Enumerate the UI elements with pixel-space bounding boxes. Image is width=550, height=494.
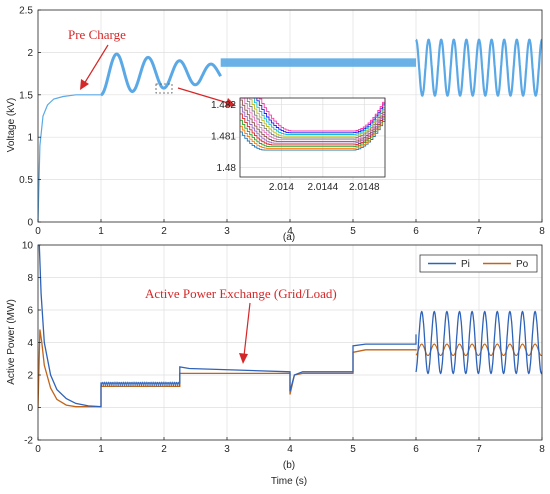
pre-charge-annotation: Pre Charge bbox=[68, 27, 126, 42]
zoom-region-marker bbox=[155, 83, 173, 94]
po-oscillation bbox=[415, 343, 542, 357]
inset-y-tick-label: 1.482 bbox=[211, 100, 236, 111]
voltage-y-tick-label: 1.5 bbox=[19, 90, 33, 101]
pi-line bbox=[38, 245, 417, 408]
legend: Pi Po bbox=[419, 254, 538, 273]
power-x-tick-label: 1 bbox=[98, 444, 104, 455]
time-axis-label: Time (s) bbox=[271, 476, 307, 487]
power-exchange-arrowhead bbox=[239, 353, 248, 364]
voltage-x-tick-label: 3 bbox=[224, 226, 230, 237]
inset-curve bbox=[240, 97, 386, 135]
power-y-tick-label: 0 bbox=[27, 403, 33, 414]
legend-box bbox=[419, 254, 538, 273]
voltage-y-tick-label: 2.5 bbox=[19, 6, 33, 17]
voltage-y-tick-label: 0 bbox=[27, 218, 33, 229]
voltage-ripple-band bbox=[220, 58, 416, 67]
legend-po-label: Po bbox=[516, 259, 529, 270]
power-exchange-arrow bbox=[243, 302, 251, 357]
inset-x-tick-label: 2.0144 bbox=[308, 182, 339, 193]
power-y-axis-label: Active Power (MW) bbox=[6, 299, 17, 385]
voltage-x-tick-label: 1 bbox=[98, 226, 104, 237]
inset-x-tick-label: 2.0148 bbox=[349, 182, 380, 193]
inset-curve bbox=[240, 106, 386, 144]
inset-curve bbox=[240, 97, 386, 141]
inset-curve bbox=[240, 97, 386, 132]
power-plot-area bbox=[38, 245, 542, 408]
power-x-tick-label: 6 bbox=[413, 444, 419, 455]
panel-a-label: (a) bbox=[283, 232, 295, 243]
voltage-x-tick-label: 7 bbox=[476, 226, 482, 237]
power-y-tick-label: 10 bbox=[22, 241, 34, 252]
inset-curve bbox=[240, 97, 386, 137]
power-x-ticks: 0 1 2 3 4 5 6 7 8 bbox=[35, 437, 545, 455]
inset-curve bbox=[240, 111, 386, 146]
panel-b-label: (b) bbox=[283, 460, 295, 471]
voltage-x-tick-label: 0 bbox=[35, 226, 41, 237]
voltage-x-tick-label: 5 bbox=[350, 226, 356, 237]
power-x-tick-label: 5 bbox=[350, 444, 356, 455]
voltage-x-tick-label: 2 bbox=[161, 226, 167, 237]
voltage-y-tick-label: 2 bbox=[27, 48, 33, 59]
power-x-tick-label: 4 bbox=[287, 444, 293, 455]
power-x-tick-label: 3 bbox=[224, 444, 230, 455]
pre-charge-arrow bbox=[83, 44, 109, 85]
inset-x-tick-label: 2.014 bbox=[269, 182, 294, 193]
pi-ripple bbox=[100, 381, 181, 387]
voltage-x-tick-label: 6 bbox=[413, 226, 419, 237]
inset-curve bbox=[240, 97, 386, 139]
zoom-arrowhead bbox=[225, 98, 236, 107]
inset-frame bbox=[239, 97, 386, 178]
inset-y-ticks: 1.48 1.481 1.482 bbox=[211, 100, 236, 174]
voltage-line bbox=[38, 94, 101, 222]
voltage-oscillation-late bbox=[415, 38, 542, 97]
zoom-inset: 2.014 2.0144 2.0148 1.48 1.481 1.482 bbox=[211, 97, 386, 193]
voltage-y-ticks: 0 0.5 1 1.5 2 2.5 bbox=[19, 6, 41, 229]
power-x-tick-label: 7 bbox=[476, 444, 482, 455]
power-y-tick-label: 6 bbox=[27, 306, 33, 317]
pre-charge-arrowhead bbox=[80, 79, 89, 90]
power-y-tick-label: 4 bbox=[27, 338, 33, 349]
voltage-x-ticks: 0 1 2 3 4 5 6 7 8 bbox=[35, 219, 545, 237]
power-y-ticks: -2 0 2 4 6 8 10 bbox=[22, 241, 41, 447]
inset-y-tick-label: 1.48 bbox=[217, 163, 237, 174]
power-y-tick-label: 8 bbox=[27, 273, 33, 284]
power-y-tick-label: 2 bbox=[27, 371, 33, 382]
power-y-tick-label: -2 bbox=[24, 436, 33, 447]
voltage-y-axis-label: Voltage (kV) bbox=[6, 98, 17, 152]
voltage-y-tick-label: 0.5 bbox=[19, 175, 33, 186]
legend-pi-label: Pi bbox=[461, 259, 470, 270]
power-x-tick-label: 0 bbox=[35, 444, 41, 455]
voltage-x-tick-label: 4 bbox=[287, 226, 293, 237]
inset-x-ticks: 2.014 2.0144 2.0148 bbox=[269, 182, 380, 193]
inset-curve bbox=[240, 99, 386, 142]
voltage-plot-area bbox=[38, 38, 542, 222]
inset-curves bbox=[240, 97, 386, 151]
power-exchange-annotation: Active Power Exchange (Grid/Load) bbox=[145, 286, 337, 301]
voltage-x-tick-label: 8 bbox=[539, 226, 545, 237]
power-grid bbox=[37, 244, 543, 441]
inset-curve bbox=[240, 97, 386, 134]
voltage-oscillation bbox=[100, 52, 222, 97]
pi-oscillation bbox=[415, 310, 542, 375]
voltage-y-tick-label: 1 bbox=[27, 133, 33, 144]
power-x-tick-label: 8 bbox=[539, 444, 545, 455]
inset-y-tick-label: 1.481 bbox=[211, 131, 236, 142]
zoom-arrow bbox=[177, 87, 229, 104]
power-x-tick-label: 2 bbox=[161, 444, 167, 455]
